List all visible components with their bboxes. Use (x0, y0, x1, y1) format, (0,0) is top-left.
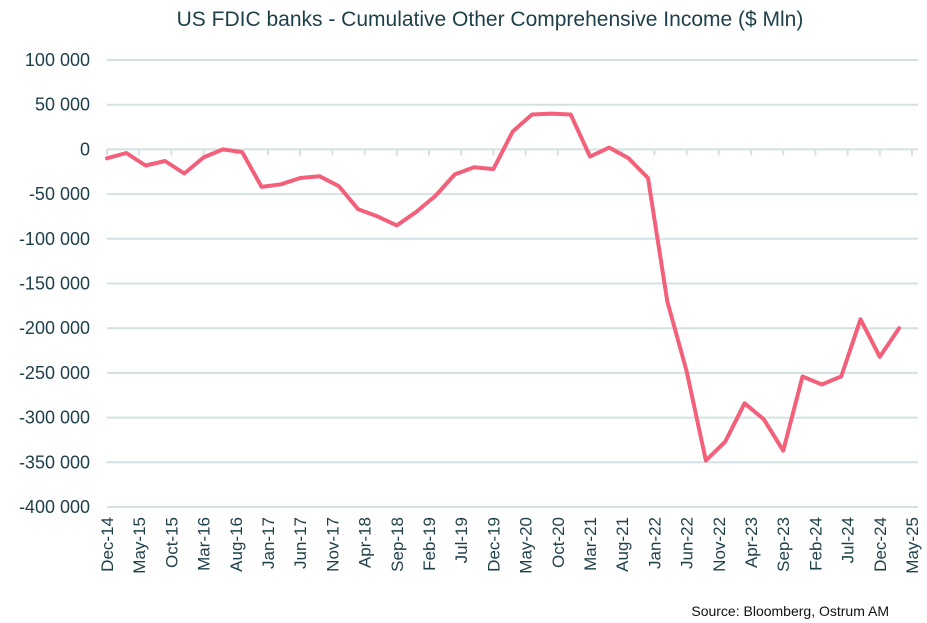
y-tick-label: 50 000 (35, 95, 90, 115)
x-tick-label: Mar-16 (195, 517, 214, 571)
x-tick-label: Sep-23 (774, 517, 793, 572)
x-tick-label: May-15 (130, 517, 149, 574)
y-tick-label: -200 000 (19, 318, 90, 338)
x-tick-label: Jul-19 (452, 517, 471, 563)
x-tick-label: Oct-20 (549, 517, 568, 568)
series-line (105, 111, 902, 463)
x-tick-label: Aug-21 (613, 517, 632, 572)
y-tick-label: -50 000 (29, 184, 90, 204)
x-tick-label: Dec-19 (484, 517, 503, 572)
y-tick-label: -100 000 (19, 229, 90, 249)
x-tick-label: Jul-24 (839, 517, 858, 563)
y-tick-label: 0 (80, 139, 90, 159)
source-note: Source: Bloomberg, Ostrum AM (691, 603, 889, 619)
x-tick-label: Feb-24 (806, 517, 825, 571)
x-tick-label: Aug-16 (227, 517, 246, 572)
x-tick-label: Nov-17 (323, 517, 342, 572)
x-tick-label: Dec-24 (871, 517, 890, 572)
y-tick-label: -150 000 (19, 274, 90, 294)
chart-title: US FDIC banks - Cumulative Other Compreh… (176, 8, 804, 31)
x-tick-label: Oct-15 (162, 517, 181, 568)
x-tick-label: Jan-17 (259, 517, 278, 569)
x-tick-label: Feb-19 (420, 517, 439, 571)
y-tick-label: -350 000 (19, 452, 90, 472)
x-tick-label: Jun-17 (291, 517, 310, 569)
x-tick-label: May-20 (517, 517, 536, 574)
y-tick-label: -300 000 (19, 408, 90, 428)
y-tick-label: 100 000 (25, 50, 90, 70)
x-tick-label: Apr-18 (356, 517, 375, 568)
x-tick-label: May-25 (903, 517, 922, 574)
x-tick-label: Jan-22 (645, 517, 664, 569)
x-tick-label: Jun-22 (678, 517, 697, 569)
x-tick-label: Dec-14 (98, 517, 117, 572)
y-tick-label: -250 000 (19, 363, 90, 383)
x-tick-label: Mar-21 (581, 517, 600, 571)
x-tick-label: Apr-23 (742, 517, 761, 568)
x-tick-label: Sep-18 (388, 517, 407, 572)
y-tick-label: -400 000 (19, 497, 90, 517)
x-tick-label: Nov-22 (710, 517, 729, 572)
